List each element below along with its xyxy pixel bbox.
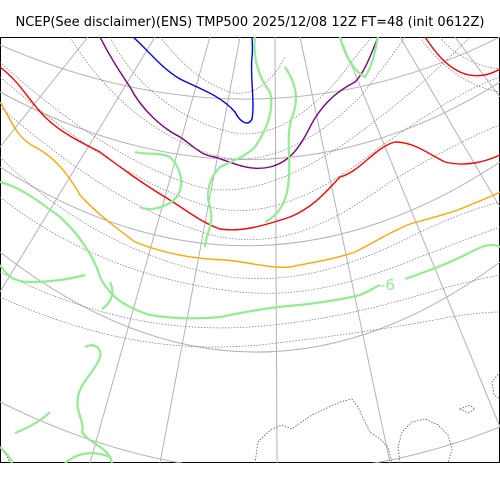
- isotherm-purple: [99, 37, 379, 169]
- coastline: [397, 418, 453, 463]
- meridian-line: [159, 37, 241, 463]
- meridian-line: [399, 37, 500, 208]
- map-border: [0, 37, 500, 463]
- meridian-line: [454, 37, 500, 98]
- latitude-line: [0, 251, 500, 353]
- meridian-line: [339, 37, 500, 428]
- map-panel: -6: [0, 37, 500, 463]
- map-title: NCEP(See disclaimer)(ENS) TMP500 2025/12…: [15, 15, 485, 30]
- isotherm-red: [0, 66, 500, 231]
- latitude-line: [0, 401, 500, 463]
- isotherm-line: [0, 76, 500, 211]
- isotherm-line: [439, 37, 500, 70]
- isotherm-green: [0, 264, 86, 284]
- map-canvas: -6: [0, 37, 500, 463]
- isotherm-green: [264, 66, 298, 223]
- isotherms-colored: -6: [0, 37, 500, 463]
- isotherm-red: [424, 37, 500, 77]
- isotherm-line: [0, 37, 471, 191]
- isotherm-green: [14, 411, 51, 435]
- isotherm-line: [69, 37, 406, 160]
- coastlines: [0, 371, 500, 463]
- meridian-line: [299, 37, 391, 463]
- meridian-line: [0, 37, 156, 293]
- latitude-line: [0, 81, 500, 160]
- isotherm-orange: [0, 101, 500, 269]
- isotherm-line: [0, 271, 500, 329]
- latitude-line: [0, 161, 500, 247]
- isotherm-green: [101, 281, 114, 310]
- isotherm-line: [0, 196, 500, 294]
- meridian-line: [274, 37, 278, 463]
- contour-label: -6: [380, 276, 395, 294]
- isotherm-line: [0, 106, 500, 240]
- isotherm-green: [134, 150, 183, 211]
- meridian-line: [89, 37, 211, 463]
- isotherm-line: [159, 37, 286, 94]
- isotherm-green: [404, 243, 500, 281]
- isotherm-green: [0, 180, 381, 320]
- isotherm-line: [419, 37, 500, 93]
- coastline: [459, 404, 476, 414]
- coastline: [491, 371, 500, 400]
- latitude-line: [0, 37, 500, 100]
- coastline: [254, 398, 393, 463]
- isotherm-green: [203, 37, 273, 248]
- isotherm-blue: [132, 37, 254, 124]
- graticule: [0, 37, 500, 463]
- isotherm-green: [338, 37, 380, 79]
- isotherm-green: [64, 452, 111, 463]
- isotherm-green: [76, 344, 114, 463]
- isotherm-green: [0, 446, 14, 463]
